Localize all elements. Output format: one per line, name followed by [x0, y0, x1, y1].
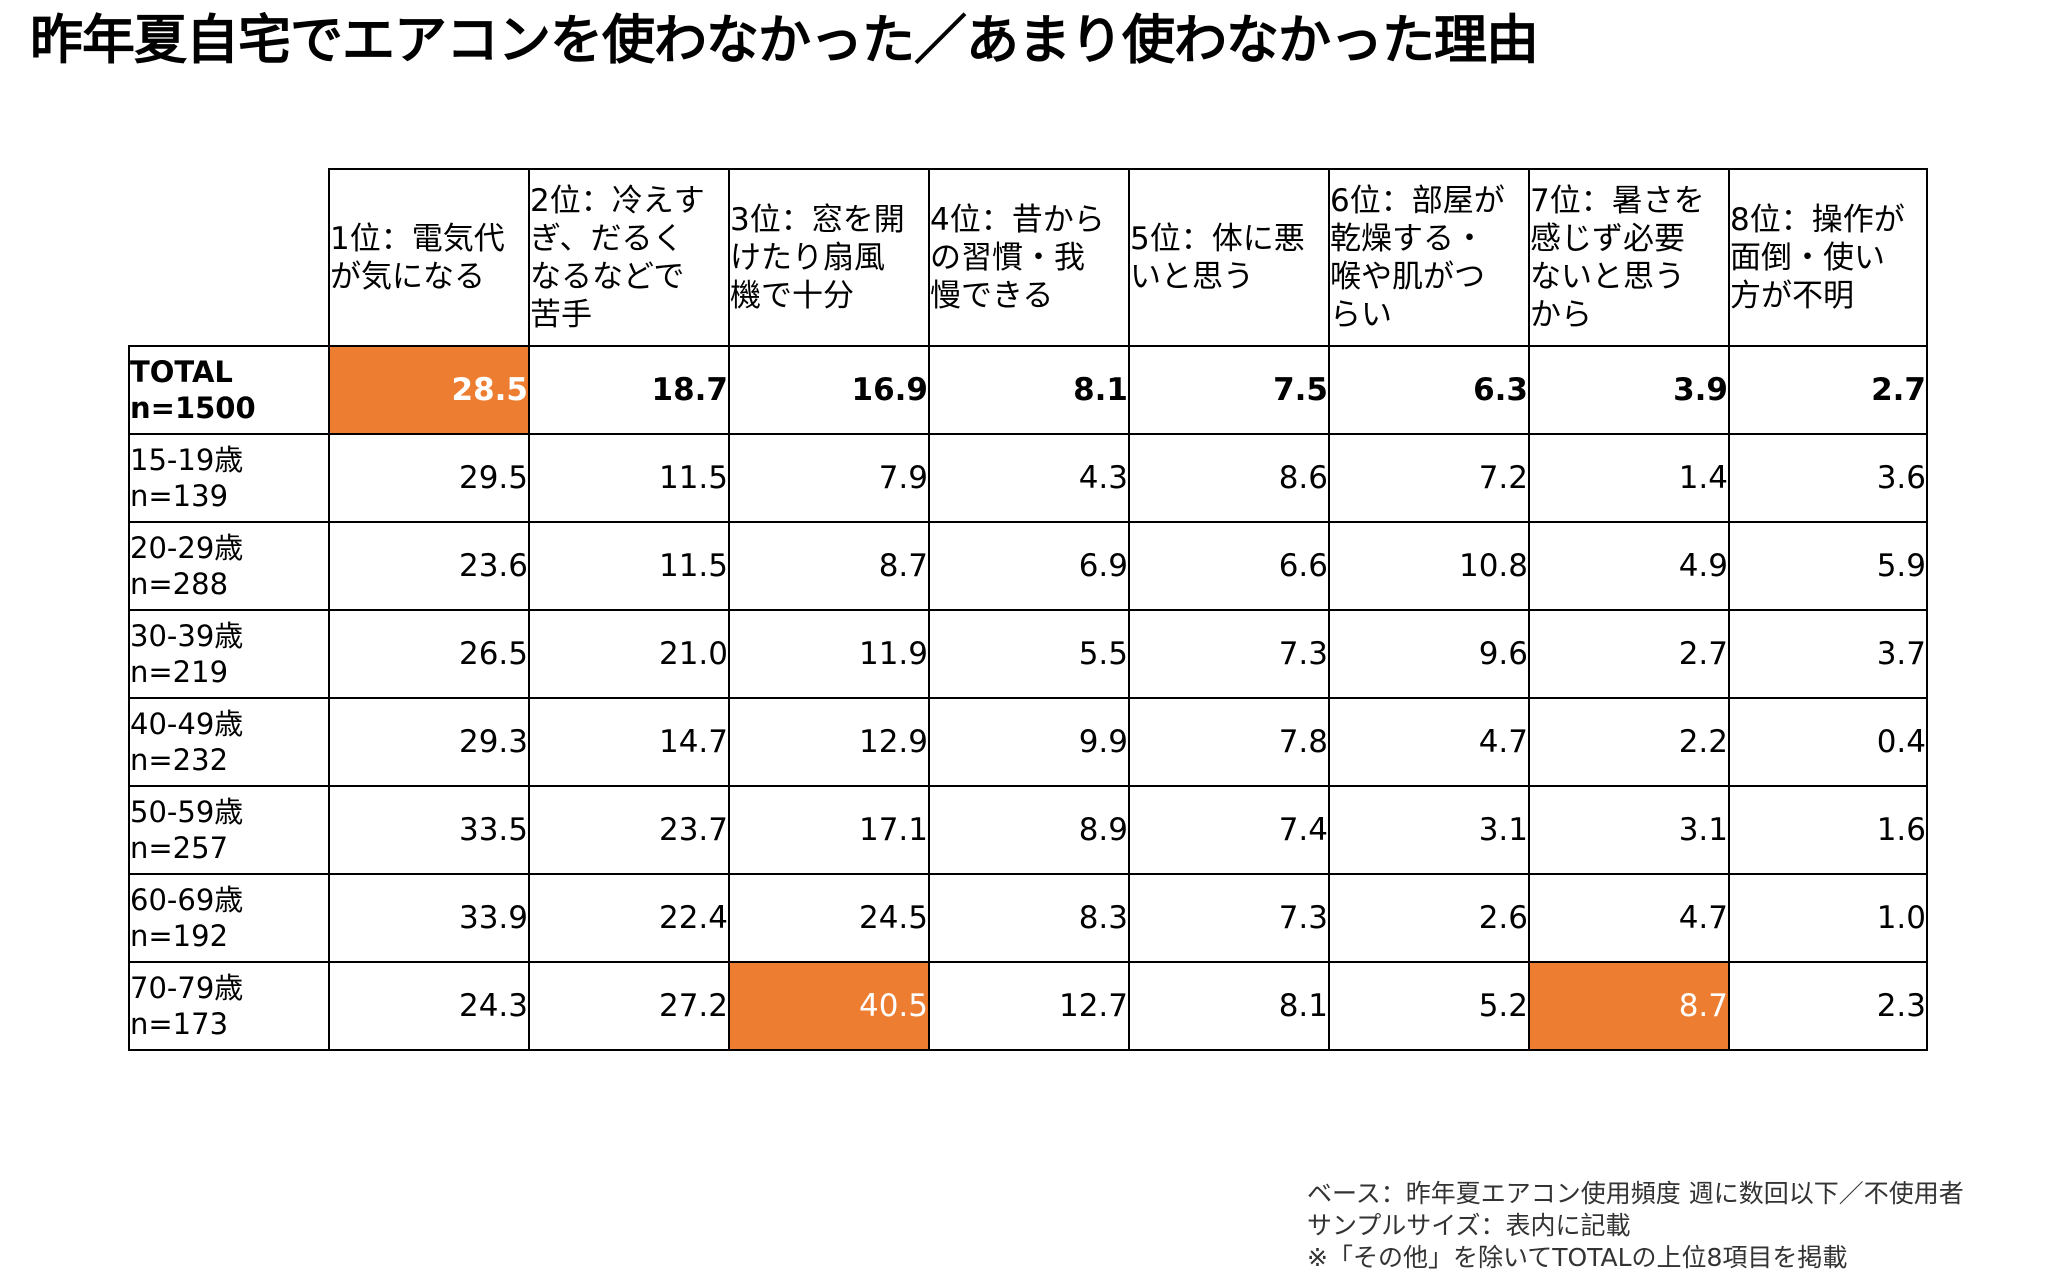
table-row: 40-49歳 n=232 29.3 14.7 12.9 9.9 7.8 4.7 2.2 0.4: [128, 697, 1928, 787]
value-cell: 2.7: [1728, 345, 1928, 435]
value-cell: 7.5: [1128, 345, 1330, 435]
footnote-note: ※「その他」を除いてTOTALの上位8項目を掲載: [1307, 1243, 1848, 1272]
row-label: 70-79歳 n=173: [128, 961, 330, 1051]
value-cell: 9.6: [1328, 609, 1530, 699]
footnote-base: ベース：昨年夏エアコン使用頻度 週に数回以下／不使用者: [1307, 1179, 1964, 1208]
highlighted-value-cell: 40.5: [728, 961, 930, 1051]
value-cell: 2.3: [1728, 961, 1928, 1051]
value-cell: 17.1: [728, 785, 930, 875]
row-label: 60-69歳 n=192: [128, 873, 330, 963]
value-cell: 33.9: [328, 873, 530, 963]
value-cell: 3.7: [1728, 609, 1928, 699]
value-cell: 23.7: [528, 785, 730, 875]
column-header: 8位：操作が 面倒・使い 方が不明: [1728, 168, 1928, 347]
table-row: 30-39歳 n=219 26.5 21.0 11.9 5.5 7.3 9.6 2.7 3.7: [128, 609, 1928, 699]
value-cell: 18.7: [528, 345, 730, 435]
value-cell: 5.9: [1728, 521, 1928, 611]
row-label: 15-19歳 n=139: [128, 433, 330, 523]
column-header: 4位：昔から の習慣・我 慢できる: [928, 168, 1130, 347]
column-header: 1位：電気代 が気になる: [328, 168, 530, 347]
value-cell: 3.9: [1528, 345, 1730, 435]
page-title: 昨年夏自宅でエアコンを使わなかった／あまり使わなかった理由: [30, 10, 1539, 71]
value-cell: 33.5: [328, 785, 530, 875]
value-cell: 27.2: [528, 961, 730, 1051]
value-cell: 12.7: [928, 961, 1130, 1051]
value-cell: 11.5: [528, 433, 730, 523]
highlighted-value-cell: 8.7: [1528, 961, 1730, 1051]
row-label: TOTAL n=1500: [128, 345, 330, 435]
value-cell: 12.9: [728, 697, 930, 787]
value-cell: 10.8: [1328, 521, 1530, 611]
value-cell: 7.3: [1128, 873, 1330, 963]
table-row: 20-29歳 n=288 23.6 11.5 8.7 6.9 6.6 10.8 4.9 5.9: [128, 521, 1928, 611]
value-cell: 2.6: [1328, 873, 1530, 963]
value-cell: 6.9: [928, 521, 1130, 611]
value-cell: 7.9: [728, 433, 930, 523]
value-cell: 11.9: [728, 609, 930, 699]
column-header: 5位：体に悪 いと思う: [1128, 168, 1330, 347]
column-header: 7位：暑さを 感じず必要 ないと思う から: [1528, 168, 1730, 347]
value-cell: 8.1: [928, 345, 1130, 435]
value-cell: 24.3: [328, 961, 530, 1051]
value-cell: 14.7: [528, 697, 730, 787]
value-cell: 11.5: [528, 521, 730, 611]
value-cell: 3.1: [1328, 785, 1530, 875]
value-cell: 9.9: [928, 697, 1130, 787]
table-row: 50-59歳 n=257 33.5 23.7 17.1 8.9 7.4 3.1 3.1 1.6: [128, 785, 1928, 875]
table-row: 70-79歳 n=173 24.3 27.2 40.5 12.7 8.1 5.2 8.7 2.3: [128, 961, 1928, 1051]
header-row: 1位：電気代 が気になる 2位：冷えす ぎ、だるく なるなどで 苦手 3位：窓を…: [129, 168, 1928, 347]
row-label: 20-29歳 n=288: [128, 521, 330, 611]
value-cell: 4.3: [928, 433, 1130, 523]
value-cell: 7.2: [1328, 433, 1530, 523]
highlighted-value-cell: 28.5: [328, 345, 530, 435]
value-cell: 7.4: [1128, 785, 1330, 875]
value-cell: 3.1: [1528, 785, 1730, 875]
value-cell: 1.0: [1728, 873, 1928, 963]
row-label: 50-59歳 n=257: [128, 785, 330, 875]
column-header: 3位：窓を開 けたり扇風 機で十分: [728, 168, 930, 347]
value-cell: 22.4: [528, 873, 730, 963]
value-cell: 8.9: [928, 785, 1130, 875]
value-cell: 29.3: [328, 697, 530, 787]
value-cell: 2.7: [1528, 609, 1730, 699]
value-cell: 1.6: [1728, 785, 1928, 875]
value-cell: 21.0: [528, 609, 730, 699]
value-cell: 23.6: [328, 521, 530, 611]
value-cell: 2.2: [1528, 697, 1730, 787]
value-cell: 8.3: [928, 873, 1130, 963]
table-row: TOTAL n=1500 28.5 18.7 16.9 8.1 7.5 6.3 3.9 2.7: [128, 345, 1928, 435]
value-cell: 8.6: [1128, 433, 1330, 523]
value-cell: 16.9: [728, 345, 930, 435]
value-cell: 4.7: [1528, 873, 1730, 963]
corner-cell: [129, 169, 330, 347]
value-cell: 6.3: [1328, 345, 1530, 435]
value-cell: 3.6: [1728, 433, 1928, 523]
value-cell: 0.4: [1728, 697, 1928, 787]
value-cell: 5.5: [928, 609, 1130, 699]
value-cell: 5.2: [1328, 961, 1530, 1051]
value-cell: 29.5: [328, 433, 530, 523]
value-cell: 4.9: [1528, 521, 1730, 611]
value-cell: 24.5: [728, 873, 930, 963]
results-table: 1位：電気代 が気になる 2位：冷えす ぎ、だるく なるなどで 苦手 3位：窓を…: [128, 168, 1928, 1051]
column-header: 2位：冷えす ぎ、だるく なるなどで 苦手: [528, 168, 730, 347]
column-header: 6位：部屋が 乾燥する・ 喉や肌がつ らい: [1328, 168, 1530, 347]
table-row: 15-19歳 n=139 29.5 11.5 7.9 4.3 8.6 7.2 1.4 3.6: [128, 433, 1928, 523]
value-cell: 1.4: [1528, 433, 1730, 523]
value-cell: 7.8: [1128, 697, 1330, 787]
footnote-sample-size: サンプルサイズ：表内に記載: [1307, 1211, 1631, 1240]
value-cell: 26.5: [328, 609, 530, 699]
table-row: 60-69歳 n=192 33.9 22.4 24.5 8.3 7.3 2.6 4.7 1.0: [128, 873, 1928, 963]
value-cell: 4.7: [1328, 697, 1530, 787]
footnotes: ベース：昨年夏エアコン使用頻度 週に数回以下／不使用者 サンプルサイズ：表内に記…: [1307, 1178, 1964, 1274]
row-label: 40-49歳 n=232: [128, 697, 330, 787]
value-cell: 8.7: [728, 521, 930, 611]
value-cell: 6.6: [1128, 521, 1330, 611]
value-cell: 7.3: [1128, 609, 1330, 699]
row-label: 30-39歳 n=219: [128, 609, 330, 699]
value-cell: 8.1: [1128, 961, 1330, 1051]
table-body: TOTAL n=1500 28.5 18.7 16.9 8.1 7.5 6.3 3.9 2.7 1…: [128, 345, 1928, 1051]
